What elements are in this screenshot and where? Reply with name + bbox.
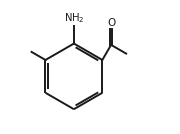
Text: O: O [107, 18, 115, 28]
Text: NH$_2$: NH$_2$ [64, 12, 84, 25]
